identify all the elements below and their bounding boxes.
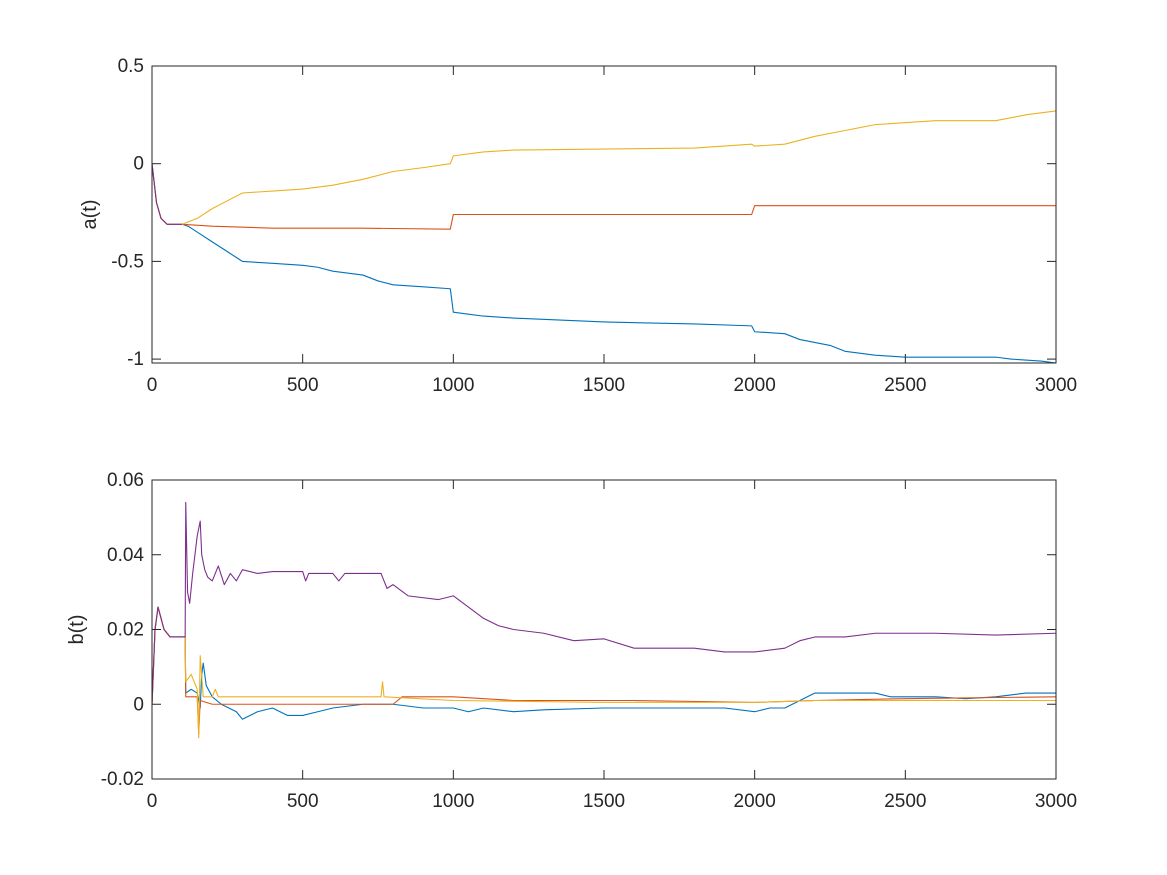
x-tick-label: 0 bbox=[147, 791, 158, 812]
series-group bbox=[152, 501, 1056, 739]
x-tick-label: 2500 bbox=[884, 791, 926, 812]
y-tick-label: 0 bbox=[133, 154, 144, 175]
y-tick-label: 0 bbox=[133, 694, 144, 715]
plot-b-of-t: 0 500 1000 1500 2000 2500 3000-0.0200.020.040.… bbox=[66, 470, 1077, 812]
y-tick-label: 0.04 bbox=[107, 545, 144, 566]
series-line-4 bbox=[152, 163, 183, 225]
x-tick-label: 0 bbox=[147, 375, 158, 396]
plot-a-of-t: 0 500 1000 1500 2000 2500 3000 -1 -0.5 0 0.5 a(t) bbox=[79, 56, 1077, 396]
y-tick-label: -1 bbox=[127, 349, 144, 370]
y-tick-label: -0.02 bbox=[101, 769, 144, 790]
x-tick-label: 2000 bbox=[734, 375, 776, 396]
series-line-4 bbox=[152, 501, 1056, 705]
y-tick-label: 0.5 bbox=[118, 56, 144, 77]
y-tick-label: 0.06 bbox=[107, 470, 144, 491]
y-tick-label: -0.5 bbox=[111, 251, 144, 272]
x-tick-label: 500 bbox=[287, 791, 319, 812]
y-tick-label: 0.02 bbox=[107, 620, 144, 641]
x-tick-label: 2500 bbox=[884, 375, 926, 396]
x-tick-label: 2000 bbox=[734, 791, 776, 812]
x-tick-label: 3000 bbox=[1035, 791, 1077, 812]
x-tick-label: 500 bbox=[287, 375, 319, 396]
x-tick-label: 1500 bbox=[583, 375, 625, 396]
x-tick-label: 1000 bbox=[432, 375, 474, 396]
x-tick-label: 1500 bbox=[583, 791, 625, 812]
series-line-3 bbox=[152, 110, 1056, 225]
x-tick-label: 1000 bbox=[432, 791, 474, 812]
y-axis-label: a(t) bbox=[79, 200, 101, 230]
y-axis-label: b(t) bbox=[66, 615, 88, 645]
series-line-1 bbox=[152, 163, 1056, 363]
series-group bbox=[152, 110, 1056, 363]
x-tick-label: 3000 bbox=[1035, 375, 1077, 396]
